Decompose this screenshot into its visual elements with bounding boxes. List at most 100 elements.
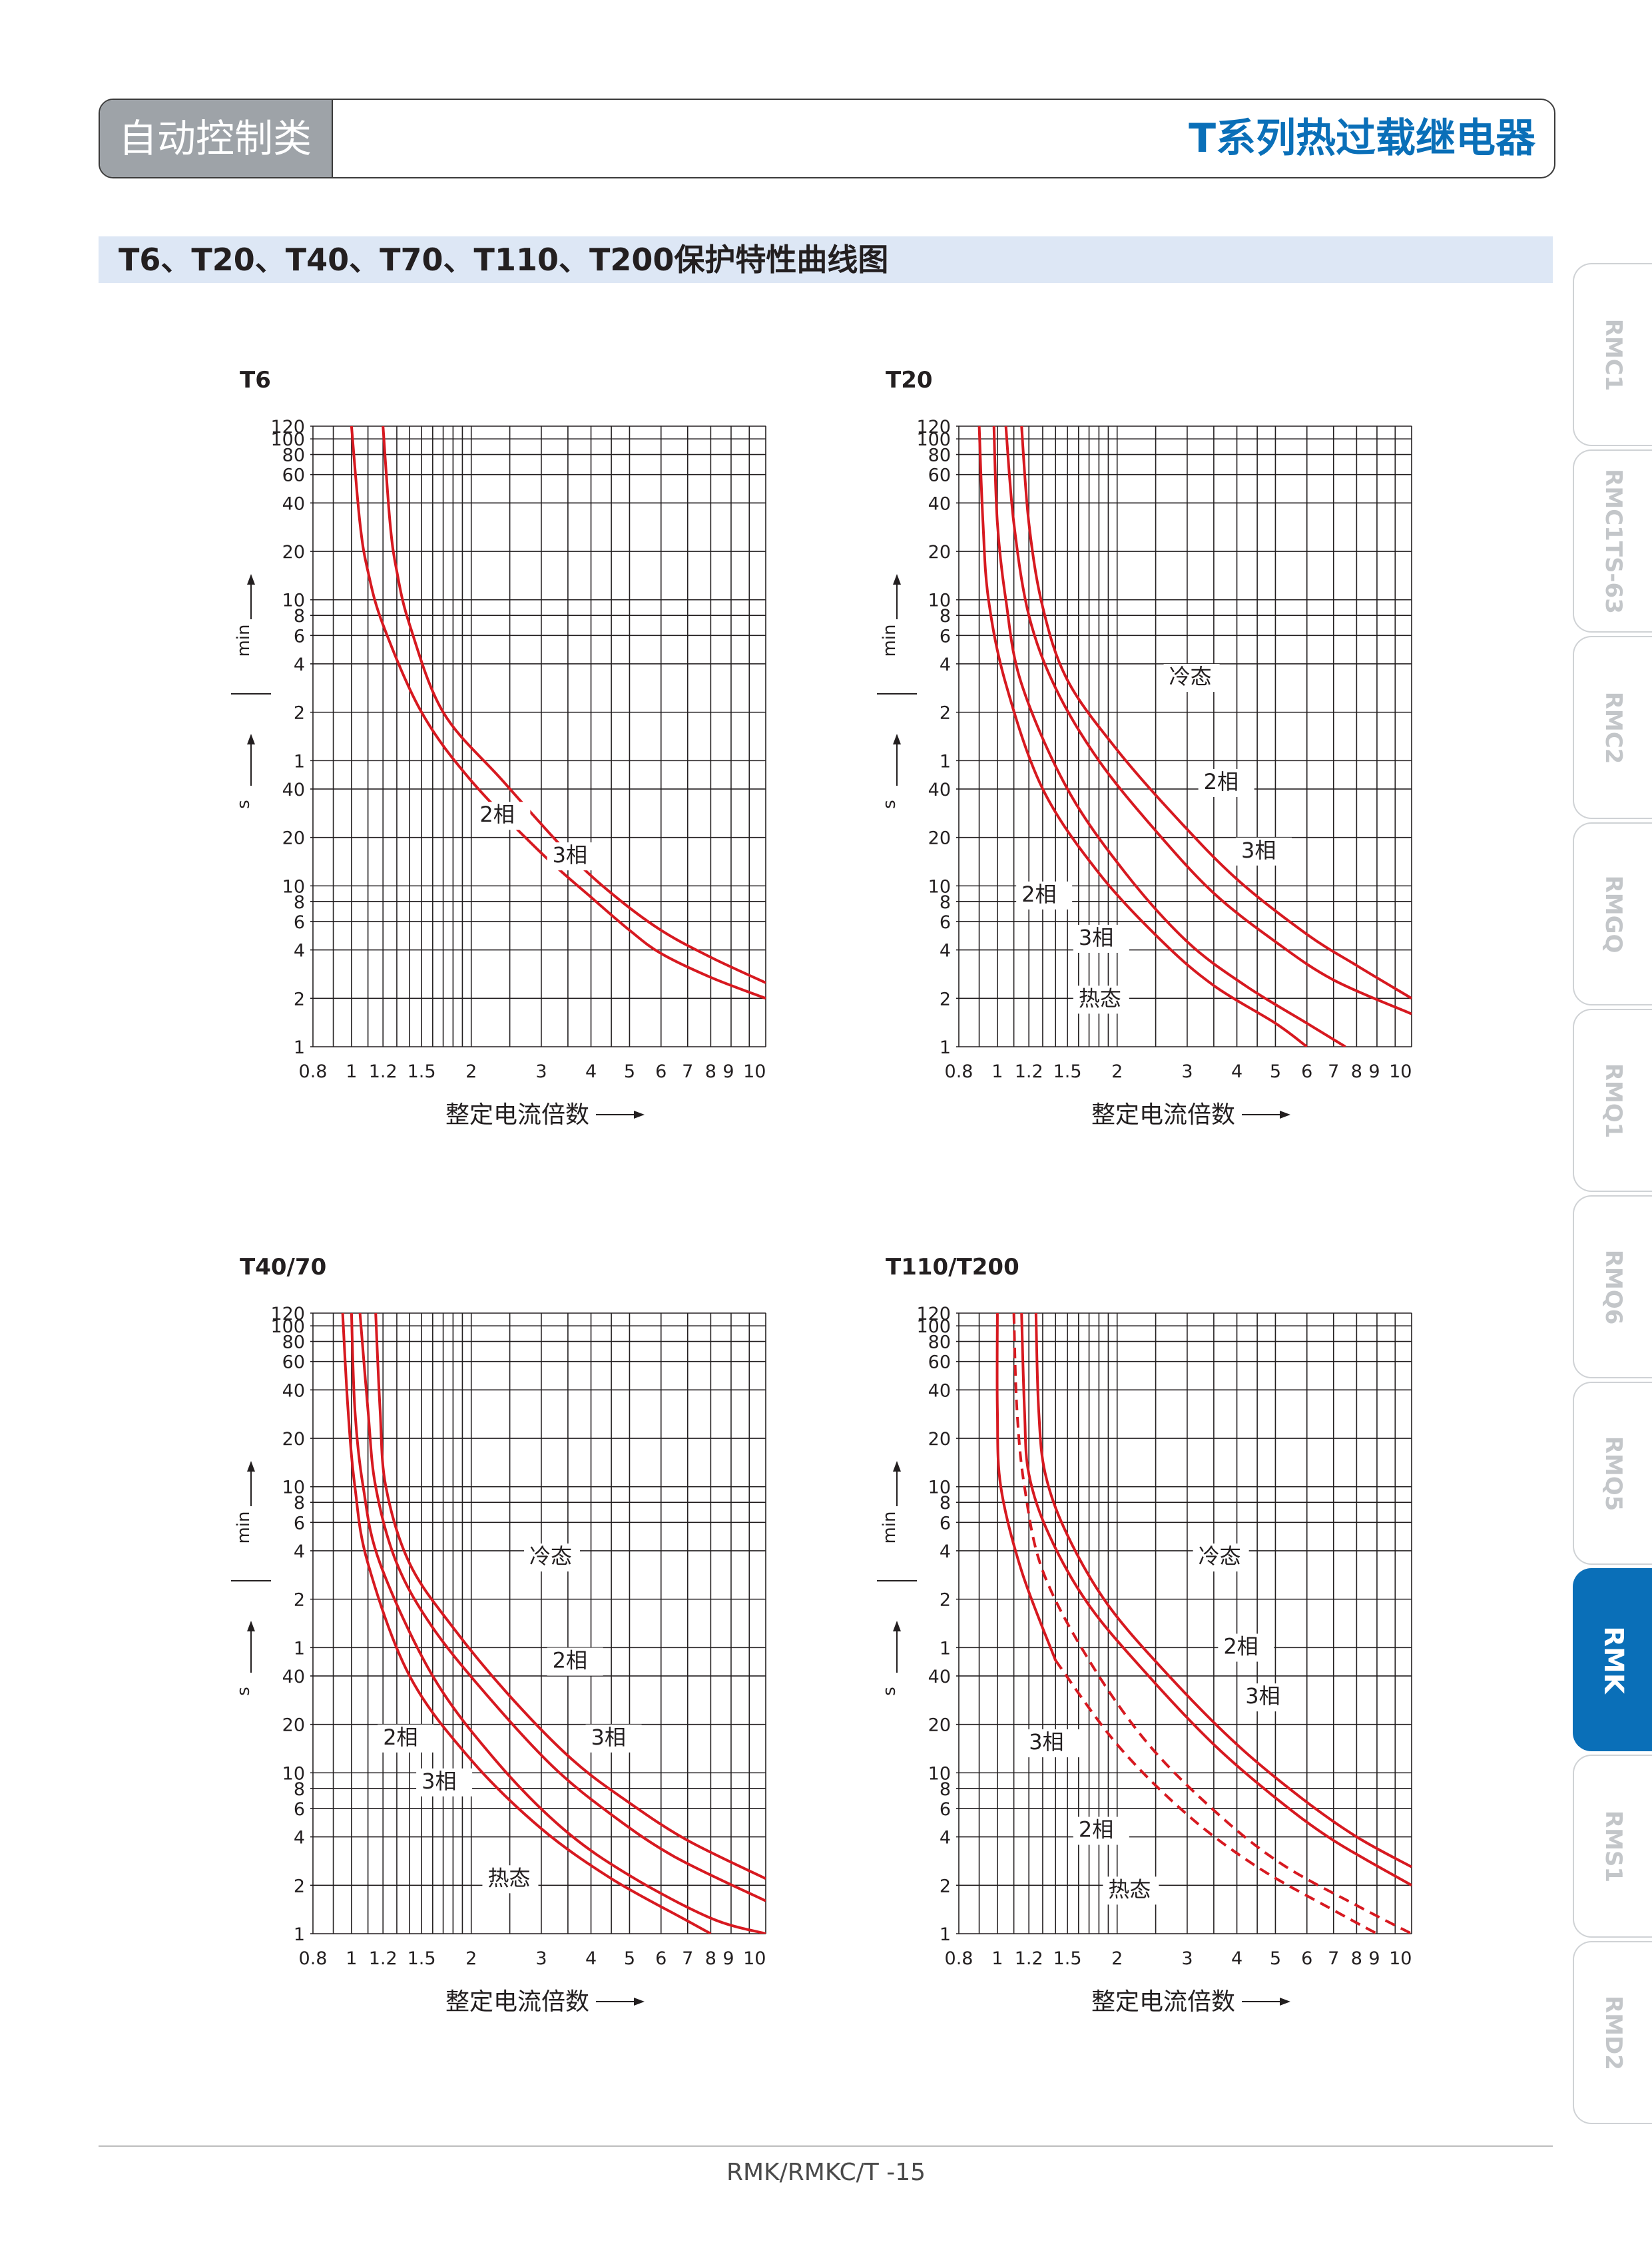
y-tick-label: 8 <box>294 892 305 913</box>
y-tick-label: 1 <box>294 1638 305 1659</box>
x-tick-label: 9 <box>722 1948 734 1969</box>
x-tick-label: 9 <box>722 1061 734 1082</box>
series-title: T系列热过载继电器 <box>1189 115 1535 162</box>
y-tick-label: 1 <box>294 751 305 772</box>
annotation-bg <box>585 1724 642 1753</box>
side-tab-rmc1[interactable]: RMC1 <box>1573 263 1652 446</box>
x-tick-label: 9 <box>1368 1948 1380 1969</box>
x-tick-label: 0.8 <box>299 1948 328 1969</box>
side-tab-label: RMD2 <box>1599 1995 1627 2070</box>
y-unit-s: s <box>880 800 900 809</box>
annotation-bg <box>482 1865 539 1894</box>
chart-t110-t200: T110/T200 120 100 80 60 40 20 10 8 6 4 2 1 40 20 10 8 6 4 2… <box>872 1247 1458 2032</box>
y-tick-label: 4 <box>940 1541 951 1562</box>
x-tick-label: 3 <box>535 1948 547 1969</box>
y-tick-label: 20 <box>928 828 951 849</box>
side-tab-rmk[interactable]: RMK <box>1573 1568 1652 1751</box>
x-tick-label: 6 <box>1301 1061 1312 1082</box>
annotation-bg <box>547 842 603 871</box>
y-unit-s: s <box>880 1687 900 1696</box>
y-tick-label: 120 <box>916 1304 951 1324</box>
series-line <box>374 1312 766 1880</box>
annotation-bg <box>1235 837 1292 866</box>
y-tick-label: 40 <box>282 780 305 800</box>
y-tick-label: 6 <box>294 912 305 933</box>
annotation-bg <box>1073 1817 1129 1845</box>
y-unit-arrowhead <box>893 1461 901 1472</box>
y-tick-label: 100 <box>270 429 305 450</box>
x-tick-label: 7 <box>1328 1061 1339 1082</box>
side-tab-label: RMC1TS-63 <box>1599 468 1627 614</box>
side-tab-rmq5[interactable]: RMQ5 <box>1573 1382 1652 1565</box>
side-tab-rmc2[interactable]: RMC2 <box>1573 636 1652 819</box>
x-tick-label: 2 <box>1111 1948 1123 1969</box>
annotation-bg <box>1193 1543 1249 1572</box>
y-tick-label: 20 <box>282 1429 305 1450</box>
annotation-bg <box>1023 1729 1080 1758</box>
x-tick-label: 5 <box>624 1061 635 1082</box>
y-tick-label: 2 <box>294 989 305 1009</box>
x-tick-label: 7 <box>1328 1948 1339 1969</box>
page-number: RMK/RMKC/T -15 <box>726 2159 926 2186</box>
y-tick-label: 10 <box>282 1478 305 1498</box>
y-tick-label: 2 <box>294 1876 305 1896</box>
y-tick-label: 100 <box>916 429 951 450</box>
y-tick-label: 4 <box>940 655 951 675</box>
y-unit-arrowhead <box>893 734 901 744</box>
side-tab-rmc1ts-63[interactable]: RMC1TS-63 <box>1573 449 1652 633</box>
x-axis-arrowhead <box>1280 1111 1290 1119</box>
y-tick-label: 60 <box>282 1352 305 1373</box>
y-tick-label: 2 <box>940 1876 951 1896</box>
x-tick-label: 6 <box>655 1948 667 1969</box>
annotation-label: 热态 <box>487 1865 530 1890</box>
chart-t6: T6 120 100 80 60 40 20 10 8 6 4 2 1 40 20 10 8 6 4 2 1 0.8 1 1.… <box>226 360 812 1145</box>
y-unit-arrowhead <box>247 574 255 585</box>
x-axis-label: 整定电流倍数 <box>1091 1101 1235 1129</box>
annotation-bg <box>1198 768 1254 797</box>
annotation-label: 冷态 <box>1169 664 1212 689</box>
y-unit-s: s <box>234 800 254 809</box>
y-tick-label: 8 <box>294 1493 305 1514</box>
x-tick-label: 1.2 <box>1015 1061 1043 1082</box>
y-tick-label: 4 <box>294 655 305 675</box>
side-tab-rmd2[interactable]: RMD2 <box>1573 1941 1652 2124</box>
series-line <box>350 1312 766 1934</box>
y-tick-label: 6 <box>940 1799 951 1820</box>
annotation-label: 2相 <box>553 1648 587 1673</box>
x-tick-label: 2 <box>465 1061 477 1082</box>
x-tick-label: 1 <box>346 1948 357 1969</box>
y-tick-label: 40 <box>928 780 951 800</box>
x-tick-label: 9 <box>1368 1061 1380 1082</box>
x-axis-label: 整定电流倍数 <box>445 1988 589 2016</box>
side-tab-rmq6[interactable]: RMQ6 <box>1573 1195 1652 1378</box>
annotation-bg <box>1073 985 1129 1014</box>
x-tick-label: 4 <box>1231 1948 1242 1969</box>
side-tab-rmq1[interactable]: RMQ1 <box>1573 1009 1652 1192</box>
y-tick-label: 1 <box>940 1638 951 1659</box>
y-unit-arrowhead <box>893 1621 901 1631</box>
y-tick-label: 4 <box>940 1828 951 1848</box>
side-tab-rms1[interactable]: RMS1 <box>1573 1755 1652 1938</box>
y-tick-label: 10 <box>928 591 951 611</box>
annotation-bg <box>1163 664 1220 693</box>
y-tick-label: 20 <box>928 542 951 563</box>
series-line <box>1004 425 1412 1015</box>
x-tick-label: 5 <box>624 1948 635 1969</box>
y-tick-label: 2 <box>294 703 305 724</box>
x-tick-label: 1.5 <box>1053 1061 1082 1082</box>
y-tick-label: 4 <box>294 1828 305 1848</box>
y-unit-arrowhead <box>247 1621 255 1631</box>
x-tick-label: 3 <box>1181 1948 1193 1969</box>
side-tab-rmgq[interactable]: RMGQ <box>1573 822 1652 1005</box>
x-tick-label: 3 <box>535 1061 547 1082</box>
x-tick-label: 8 <box>705 1061 716 1082</box>
y-tick-label: 40 <box>928 1380 951 1401</box>
y-tick-label: 20 <box>928 1715 951 1736</box>
y-unit-arrowhead <box>893 574 901 585</box>
y-tick-label: 2 <box>294 1590 305 1611</box>
side-tab-label: RMQ6 <box>1599 1249 1627 1324</box>
footer-divider <box>99 2145 1553 2147</box>
y-tick-label: 80 <box>282 1332 305 1353</box>
y-tick-label: 2 <box>940 989 951 1009</box>
y-tick-label: 80 <box>928 445 951 466</box>
